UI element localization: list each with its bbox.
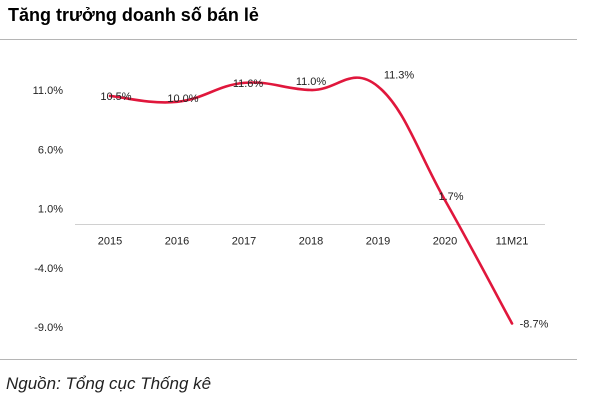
data-label: 10.0% bbox=[167, 93, 198, 105]
data-point bbox=[376, 85, 380, 88]
source-divider bbox=[0, 359, 577, 360]
x-tick-label: 2018 bbox=[299, 236, 323, 248]
data-point bbox=[108, 94, 112, 98]
data-point bbox=[309, 88, 313, 92]
data-label: -8.7% bbox=[520, 318, 549, 330]
x-tick-label: 11M21 bbox=[496, 236, 529, 248]
y-tick-label: -4.0% bbox=[34, 263, 63, 275]
data-label: 1.7% bbox=[438, 191, 463, 203]
x-tick-label: 2017 bbox=[232, 236, 256, 248]
y-tick-label: 6.0% bbox=[38, 144, 63, 156]
y-tick-label: 1.0% bbox=[38, 204, 63, 216]
data-point bbox=[175, 100, 179, 104]
data-label: 11.0% bbox=[296, 76, 327, 88]
data-point bbox=[510, 322, 514, 325]
source-note: Nguồn: Tổng cục Thống kê bbox=[6, 374, 212, 393]
data-label: 11.3% bbox=[384, 69, 415, 81]
x-tick-label: 2015 bbox=[98, 236, 122, 248]
chart-title: Tăng trưởng doanh số bán lẻ bbox=[8, 5, 259, 25]
data-label: 10.5% bbox=[100, 91, 131, 103]
x-tick-label: 2019 bbox=[366, 236, 390, 248]
data-label: 11.6% bbox=[233, 78, 264, 90]
x-tick-label: 2016 bbox=[165, 236, 189, 248]
x-tick-label: 2020 bbox=[433, 236, 457, 248]
series-line bbox=[108, 76, 514, 325]
title-divider bbox=[0, 39, 577, 40]
data-point bbox=[242, 81, 246, 85]
data-point bbox=[443, 199, 447, 202]
y-tick-label: -9.0% bbox=[34, 322, 63, 334]
y-tick-label: 11.0% bbox=[33, 85, 64, 97]
